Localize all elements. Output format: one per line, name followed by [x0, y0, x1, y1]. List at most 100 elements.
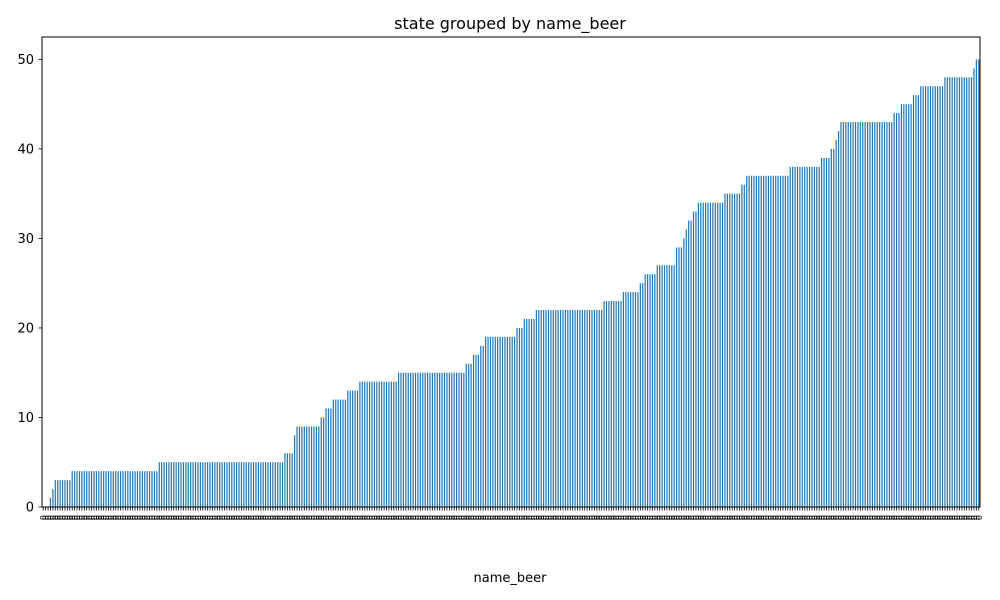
bar: [88, 471, 90, 507]
bar: [523, 319, 525, 507]
x-tick-label: 0: [931, 515, 940, 520]
x-tick-label: 0: [133, 515, 142, 520]
bar: [876, 122, 878, 507]
bar: [975, 59, 977, 507]
x-tick-label: 0: [472, 515, 481, 520]
x-tick-label: 0: [549, 515, 558, 520]
bar: [192, 462, 194, 507]
bar: [64, 480, 66, 507]
bar: [588, 310, 591, 507]
bar: [966, 77, 968, 507]
bar: [951, 77, 953, 507]
bar: [356, 390, 359, 507]
x-tick-label: 0: [414, 515, 423, 520]
bar: [187, 462, 189, 507]
x-tick-label: 0: [75, 515, 84, 520]
x-tick-label: 0: [385, 515, 394, 520]
bar: [472, 354, 475, 507]
bar: [862, 122, 864, 507]
bar: [59, 480, 61, 507]
x-tick-label: 0: [856, 515, 865, 520]
bar: [673, 265, 675, 507]
x-tick-label: 0: [213, 515, 222, 520]
bar: [141, 471, 143, 507]
x-tick-label: 0: [141, 515, 150, 520]
x-tick-label: 0: [663, 515, 672, 520]
x-tick-label: 0: [573, 515, 582, 520]
x-tick-label: 0: [590, 515, 599, 520]
bar: [66, 480, 68, 507]
x-tick-label: 0: [936, 515, 945, 520]
x-tick-label: 0: [941, 515, 950, 520]
x-tick-label: 0: [827, 515, 836, 520]
bar: [683, 238, 685, 507]
bar: [424, 372, 426, 507]
x-tick-label: 0: [554, 515, 563, 520]
x-tick-label: 0: [44, 515, 53, 520]
bar: [806, 166, 808, 507]
bar: [842, 122, 845, 507]
bar: [941, 86, 944, 507]
x-tick-label: 0: [682, 515, 691, 520]
x-tick-label: 0: [968, 515, 977, 520]
x-tick-label: 0: [242, 515, 251, 520]
bar: [830, 148, 832, 507]
bar: [572, 310, 574, 507]
x-tick-label: 0: [564, 515, 573, 520]
bar: [327, 408, 330, 507]
x-tick-label: 0: [948, 515, 957, 520]
bar: [243, 462, 245, 507]
bar: [707, 202, 709, 507]
x-tick-label: 0: [470, 515, 479, 520]
bar: [668, 265, 670, 507]
x-tick-label: 0: [632, 515, 641, 520]
x-tick-label: 0: [344, 515, 353, 520]
bar: [112, 471, 114, 507]
bar: [543, 310, 545, 507]
bar: [937, 86, 939, 507]
bar: [412, 372, 414, 507]
bar: [190, 462, 192, 507]
bar: [596, 310, 598, 507]
bar: [197, 462, 199, 507]
x-tick-label: 0: [230, 515, 239, 520]
bar: [915, 95, 917, 507]
x-tick-label: 0: [619, 515, 628, 520]
bar: [463, 372, 465, 507]
bar: [697, 202, 699, 507]
bar: [426, 372, 429, 507]
bar: [214, 462, 216, 507]
bar: [122, 471, 124, 507]
bar: [610, 301, 612, 507]
x-tick-label: 0: [960, 515, 969, 520]
x-tick-label: 0: [247, 515, 256, 520]
x-tick-label: 0: [412, 515, 421, 520]
x-tick-label: 0: [216, 515, 225, 520]
x-tick-label: 0: [789, 515, 798, 520]
x-tick-label: 0: [165, 515, 174, 520]
x-tick-label: 0: [170, 515, 179, 520]
bar: [405, 372, 407, 507]
x-tick-label: 0: [774, 515, 783, 520]
bar: [115, 471, 117, 507]
bar: [547, 310, 550, 507]
bar: [584, 310, 586, 507]
x-tick-label: 0: [571, 515, 580, 520]
x-tick-label: 0: [752, 515, 761, 520]
bar: [801, 166, 803, 507]
bar: [245, 462, 247, 507]
bar: [944, 77, 946, 507]
x-axis-label: name_beer: [474, 571, 548, 586]
x-tick-label: 0: [271, 515, 280, 520]
x-tick-label: 0: [395, 515, 404, 520]
bar: [753, 175, 755, 507]
bar: [168, 462, 170, 507]
bar: [608, 301, 610, 507]
bar: [400, 372, 402, 507]
x-tick-label: 0: [109, 515, 118, 520]
x-tick-label: 0: [673, 515, 682, 520]
bar: [717, 202, 719, 507]
x-tick-label: 0: [95, 515, 104, 520]
bar: [731, 193, 733, 508]
bar: [443, 372, 446, 507]
